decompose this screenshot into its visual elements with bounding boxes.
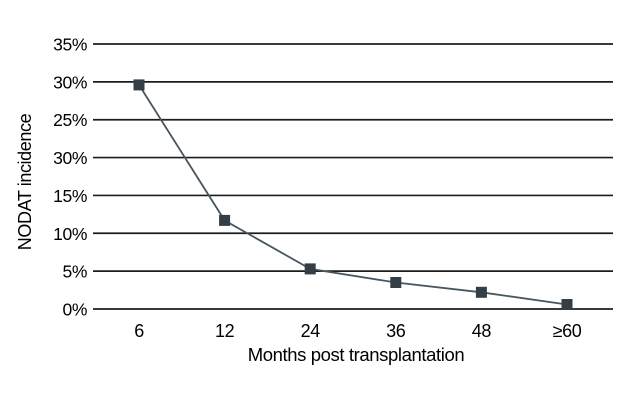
x-tick-label: 6 [134, 321, 144, 341]
y-tick-label: 35% [53, 35, 87, 55]
data-point-marker [304, 263, 316, 275]
y-tick-label: 15% [53, 186, 87, 206]
series-line [138, 84, 568, 306]
y-tick-label: 10% [53, 224, 87, 244]
x-axis-title: Months post transplantation [248, 344, 465, 365]
x-tick-label: 24 [301, 321, 321, 341]
data-point-marker [475, 286, 487, 298]
y-tick-label: 5% [63, 262, 88, 282]
y-tick-label: 25% [53, 110, 87, 130]
x-tick-label: 48 [472, 321, 492, 341]
x-tick-label: 12 [215, 321, 235, 341]
x-tick-label: 36 [386, 321, 406, 341]
x-tick-label: ≥60 [553, 321, 582, 341]
y-tick-label: 30% [53, 148, 87, 168]
data-point-marker [219, 214, 231, 226]
data-point-marker [390, 277, 402, 288]
y-axis-title: NODAT incidence [15, 113, 35, 250]
y-tick-label: 0% [63, 300, 88, 320]
plot-area: 0% 5% 10% 15% 30% 25% 30% 35% 6 12 24 36 48 ≥60 [53, 35, 613, 341]
data-point-marker [133, 79, 145, 91]
data-point-marker [561, 299, 573, 310]
y-tick-label: 30% [53, 72, 87, 92]
